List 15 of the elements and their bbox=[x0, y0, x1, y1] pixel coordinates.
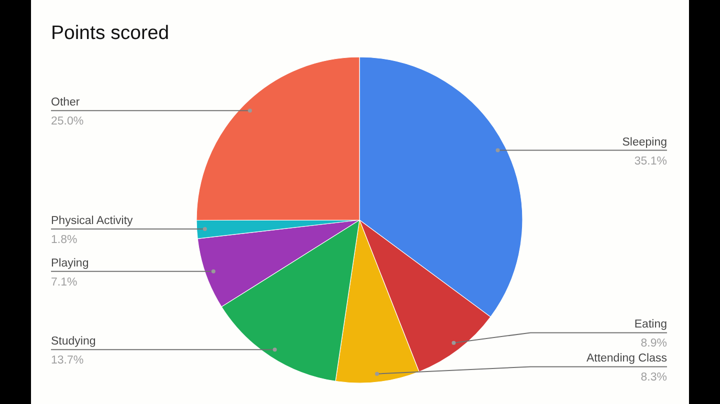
slice-label: Physical Activity bbox=[51, 215, 134, 228]
data-label: 8.3% bbox=[640, 372, 667, 384]
slice-label: Attending Class bbox=[586, 352, 668, 365]
chart-title: Points scored bbox=[51, 22, 170, 44]
data-label: 13.7% bbox=[51, 354, 84, 367]
slice-label: Sleeping bbox=[622, 136, 667, 148]
slice-label: Studying bbox=[51, 336, 96, 348]
slice-label: Eating bbox=[634, 318, 667, 331]
data-label: 1.8% bbox=[51, 234, 78, 246]
data-label: 25.0% bbox=[51, 116, 84, 128]
data-label: 35.1% bbox=[634, 155, 667, 168]
data-label: 7.1% bbox=[51, 276, 78, 288]
slice-label: Other bbox=[51, 96, 80, 109]
slice-label: Playing bbox=[51, 257, 89, 270]
data-label: 8.9% bbox=[640, 338, 667, 350]
